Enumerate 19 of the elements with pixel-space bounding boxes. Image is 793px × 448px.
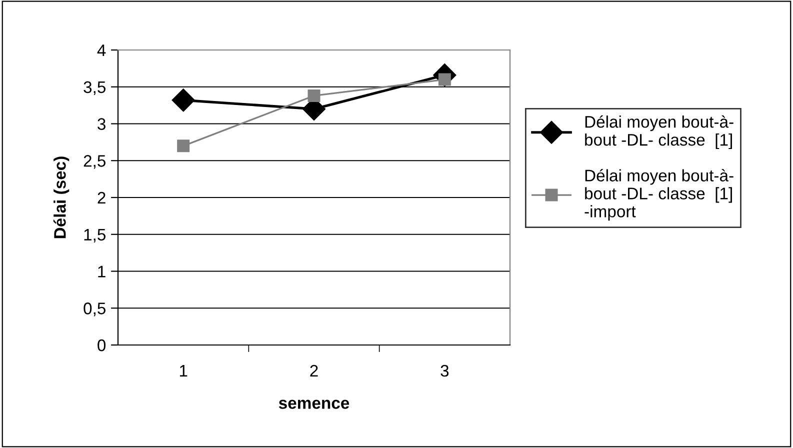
y-axis-title: Délai (sec) — [53, 156, 70, 238]
y-tick-label: 1 — [98, 266, 106, 278]
point — [172, 88, 195, 112]
y-tick-label: 0,5 — [84, 302, 106, 316]
x-tick-label: 3 — [440, 364, 449, 377]
legend-label: Délai moyen bout-à- bout -DL- classe [1] -import — [584, 169, 734, 221]
y-tick-label: 0 — [98, 339, 106, 352]
point — [308, 89, 320, 102]
x-tick-label: 2 — [310, 364, 318, 377]
y-tick-label: 3 — [98, 118, 106, 130]
y-tick-label: 4 — [97, 44, 106, 56]
x-tick-label: 1 — [180, 365, 188, 377]
point — [177, 140, 190, 152]
y-tick-label: 2,5 — [84, 155, 106, 169]
y-tick-label: 3,5 — [84, 81, 106, 96]
y-tick-label: 1,5 — [84, 228, 106, 243]
y-tick-label: 2 — [98, 192, 106, 204]
x-axis-title: semence — [278, 400, 350, 409]
legend-label: Délai moyen bout-à- bout -DL- classe [1] — [585, 115, 734, 150]
